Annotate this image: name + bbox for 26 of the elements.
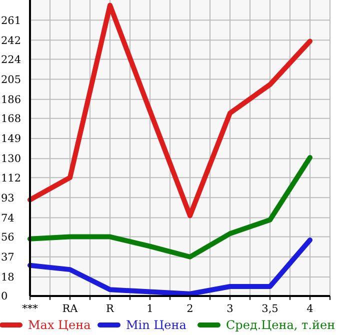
- y-tick-label: 37: [1, 252, 14, 264]
- y-tick-label: 74: [1, 212, 15, 224]
- x-tick-label: ***: [22, 303, 39, 315]
- y-tick-label: 224: [1, 54, 22, 66]
- legend-label: Сред.Цена, т.йен: [226, 318, 336, 332]
- y-tick-label: 56: [1, 231, 15, 244]
- x-tick-label: 3: [226, 303, 234, 315]
- x-tick-label: RA: [62, 303, 78, 315]
- y-tick-label: 242: [1, 34, 22, 47]
- x-tick-label: 1: [146, 303, 154, 315]
- legend-label: Max Цена: [28, 318, 91, 332]
- y-tick-label: 18: [1, 272, 14, 284]
- y-tick-label: 261: [1, 14, 22, 27]
- y-tick-label: 186: [1, 94, 22, 106]
- legend-label: Min Цена: [126, 318, 186, 332]
- x-tick-label: 3,5: [262, 303, 278, 315]
- x-tick-label: 4: [306, 303, 314, 315]
- x-tick-label: 2: [186, 303, 194, 315]
- y-tick-label: 168: [1, 113, 22, 126]
- y-tick-label: 112: [1, 172, 22, 184]
- y-tick-label: 93: [1, 192, 14, 204]
- y-tick-label: 149: [1, 133, 22, 146]
- x-tick-label: R: [106, 303, 116, 315]
- y-tick-label: 130: [1, 153, 22, 166]
- y-tick-label: 205: [1, 74, 22, 86]
- y-tick-label: 0: [1, 290, 8, 303]
